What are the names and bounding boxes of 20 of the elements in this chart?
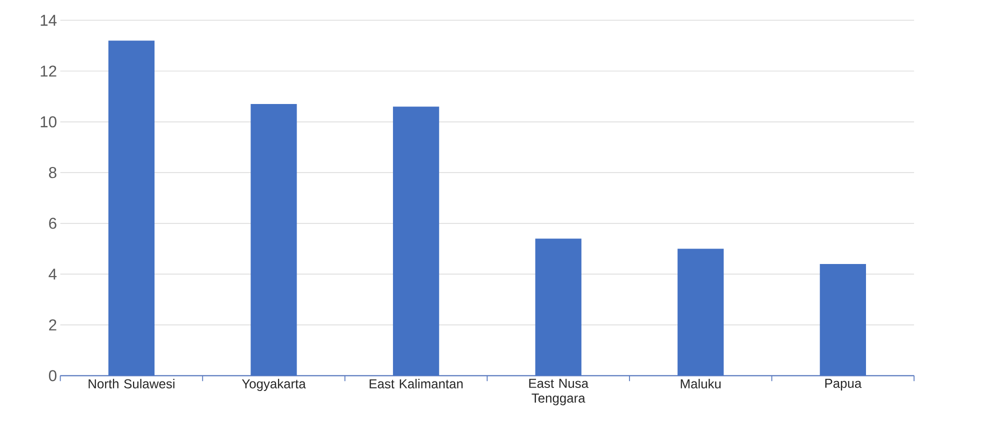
bar <box>108 40 155 376</box>
x-tick-label: East Kalimantan <box>370 379 463 388</box>
x-tick-label: North Sulawesi <box>88 379 174 388</box>
bar <box>250 104 297 376</box>
y-tick-label: 2 <box>49 320 56 330</box>
bar <box>820 264 866 376</box>
x-tick-label: East Nusa Tenggara <box>529 379 589 406</box>
y-tick-label: 14 <box>40 14 57 26</box>
bar <box>392 106 440 376</box>
y-tick-label: 12 <box>40 66 56 77</box>
y-tick-label: 8 <box>49 167 56 178</box>
x-tick-label: Yogyakarta <box>242 379 306 392</box>
bar <box>678 248 724 376</box>
y-tick-label: 4 <box>48 268 57 280</box>
bar <box>535 238 582 376</box>
y-tick-label: 6 <box>49 218 56 230</box>
x-tick-label: Maluku <box>680 379 721 388</box>
y-tick-label: 0 <box>48 370 56 382</box>
x-tick-label: Papua <box>825 379 862 391</box>
y-tick-label: 10 <box>40 116 56 128</box>
